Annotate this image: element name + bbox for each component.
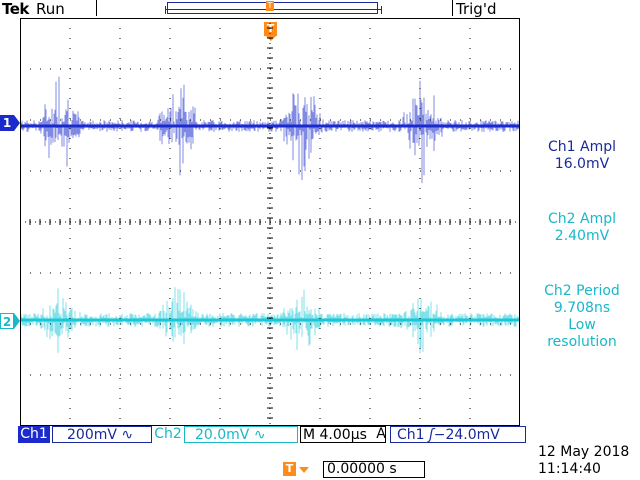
graticule: [20, 18, 520, 426]
measurement-value: 2.40mV: [554, 228, 610, 244]
timestamp: 12 May 2018 11:14:40: [538, 444, 629, 478]
measurement-value: 9.708ns: [553, 300, 611, 316]
measurement-note: resolution: [547, 334, 617, 350]
trigger-readout[interactable]: Ch1 ʃ−24.0mV: [390, 426, 526, 443]
trigger-record-marker: T: [266, 1, 274, 11]
measurement-note: Low: [568, 317, 596, 333]
measurement-ch2-ampl: Ch2 Ampl 2.40mV: [524, 211, 640, 245]
ac-coupling-icon: ∿: [253, 427, 266, 443]
measurement-value: 16.0mV: [554, 156, 610, 172]
trigger-position-value: 0.00000 s: [323, 461, 425, 478]
waveform-display[interactable]: [20, 18, 520, 426]
acquisition-state: Run: [36, 0, 65, 18]
measurement-label: Ch1 Ampl: [548, 139, 616, 155]
ch1-waveform: [20, 76, 520, 183]
settings-bar: Ch1 200mV ∿ Ch2 20.0mV ∿ M 4.00µs A Ch1 …: [18, 426, 526, 444]
trigger-mode: A: [376, 426, 386, 442]
measurement-label: Ch2 Ampl: [548, 211, 616, 227]
trigger-source: Ch1: [397, 427, 425, 443]
trigger-level: −24.0mV: [433, 427, 500, 443]
ch1-scale-readout[interactable]: 200mV ∿: [52, 426, 152, 443]
header-divider: [452, 0, 453, 16]
arrow-down-icon: [299, 467, 309, 473]
ch2-ground-marker[interactable]: 2: [0, 313, 20, 329]
ch2-waveform: [20, 287, 520, 354]
measurement-ch1-ampl: Ch1 Ampl 16.0mV: [524, 139, 640, 173]
header-divider: [96, 0, 97, 16]
ch1-scale-value: 200mV: [67, 427, 117, 443]
measurement-ch2-period: Ch2 Period 9.708ns Low resolution: [524, 283, 640, 351]
ch2-scale-value: 20.0mV: [195, 427, 250, 443]
ch2-scale-readout[interactable]: 20.0mV ∿: [184, 426, 298, 443]
brand-logo: Tek: [2, 0, 29, 18]
rising-edge-icon: ʃ: [429, 427, 434, 443]
date-readout: 12 May 2018: [538, 444, 630, 460]
trigger-state: Trig'd: [456, 0, 497, 18]
ch2-tag[interactable]: Ch2: [154, 426, 182, 442]
trigger-position-icon: T: [283, 462, 296, 476]
waveform-traces: [20, 76, 520, 354]
ch1-tag[interactable]: Ch1: [18, 426, 50, 443]
time-readout: 11:14:40: [538, 461, 601, 477]
measurement-label: Ch2 Period: [544, 283, 620, 299]
ac-coupling-icon: ∿: [121, 427, 134, 443]
ch1-ground-marker[interactable]: 1: [0, 115, 20, 131]
status-header: Tek Run T Trig'd: [0, 0, 640, 18]
timebase-readout[interactable]: M 4.00µs: [300, 426, 386, 443]
